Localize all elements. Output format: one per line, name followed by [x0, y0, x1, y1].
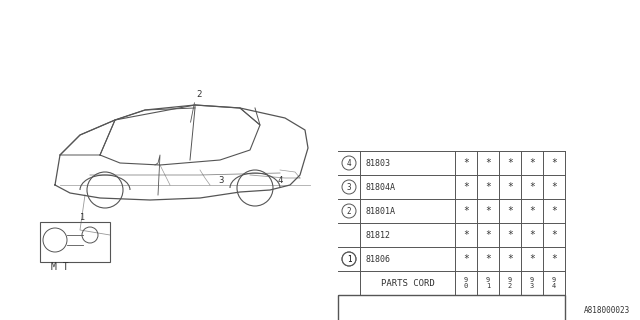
Text: *: *: [529, 254, 535, 264]
Text: 1: 1: [347, 254, 351, 263]
Text: 81801A: 81801A: [365, 206, 395, 215]
Text: *: *: [551, 158, 557, 168]
Text: 3: 3: [218, 176, 223, 185]
Text: 4: 4: [278, 176, 284, 185]
Text: *: *: [507, 254, 513, 264]
Text: *: *: [485, 182, 491, 192]
Text: 1: 1: [80, 213, 85, 222]
Text: 81812: 81812: [365, 230, 390, 239]
Text: 4: 4: [347, 158, 351, 167]
Text: *: *: [485, 254, 491, 264]
Text: 9
4: 9 4: [552, 277, 556, 289]
Text: *: *: [551, 254, 557, 264]
Text: 3: 3: [347, 182, 351, 191]
Text: M T: M T: [51, 262, 69, 272]
Text: *: *: [507, 206, 513, 216]
Text: 9
3: 9 3: [530, 277, 534, 289]
Text: *: *: [529, 158, 535, 168]
Text: *: *: [551, 230, 557, 240]
Text: *: *: [551, 182, 557, 192]
Text: *: *: [463, 206, 469, 216]
Text: *: *: [485, 230, 491, 240]
Text: 2: 2: [347, 206, 351, 215]
Text: *: *: [463, 230, 469, 240]
Text: *: *: [529, 206, 535, 216]
Text: 81804A: 81804A: [365, 182, 395, 191]
Text: 9
2: 9 2: [508, 277, 512, 289]
Text: *: *: [485, 206, 491, 216]
Text: *: *: [529, 230, 535, 240]
Bar: [338, 295, 565, 320]
Text: *: *: [507, 182, 513, 192]
Bar: [40, 222, 110, 262]
Text: 9
0: 9 0: [464, 277, 468, 289]
Text: *: *: [463, 182, 469, 192]
Text: *: *: [551, 206, 557, 216]
Text: *: *: [463, 254, 469, 264]
Text: *: *: [507, 158, 513, 168]
Text: *: *: [529, 182, 535, 192]
Text: 9
1: 9 1: [486, 277, 490, 289]
Text: *: *: [485, 158, 491, 168]
Text: *: *: [463, 158, 469, 168]
Text: 1: 1: [347, 254, 351, 263]
Text: 81803: 81803: [365, 158, 390, 167]
Text: *: *: [507, 230, 513, 240]
Text: PARTS CORD: PARTS CORD: [381, 278, 435, 287]
Text: A818000023: A818000023: [584, 306, 630, 315]
Text: 81806: 81806: [365, 254, 390, 263]
Text: 2: 2: [196, 90, 202, 99]
